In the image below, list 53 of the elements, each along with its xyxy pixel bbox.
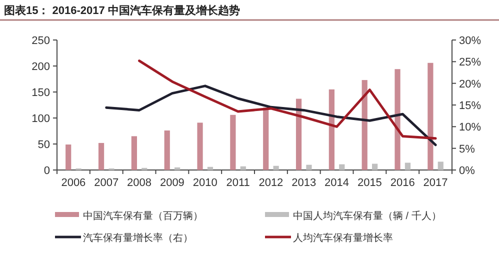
y2-tick-label: 20%	[459, 78, 482, 90]
x-tick-label: 2007	[94, 177, 119, 189]
y-tick-label: 200	[32, 61, 50, 73]
bar	[296, 98, 302, 170]
bar	[372, 164, 378, 170]
bar	[174, 167, 180, 170]
x-tick-label: 2013	[292, 177, 316, 189]
y2-tick-label: 5%	[459, 143, 476, 156]
bar	[306, 164, 312, 170]
bar	[131, 136, 137, 170]
bar	[428, 62, 434, 170]
bar	[339, 164, 345, 170]
bar	[230, 114, 236, 170]
legend-label: 人均汽车保有量增长率	[293, 232, 393, 244]
legend-label: 中国汽车保有量（百万辆）	[83, 210, 203, 222]
bar	[394, 69, 400, 170]
x-tick-label: 2010	[192, 177, 218, 189]
bar	[240, 166, 246, 170]
legend-label: 汽车保有量增长率（右）	[83, 232, 193, 244]
y2-tick-label: 0%	[459, 165, 476, 177]
chart-title: 图表15： 2016-2017 中国汽车保有量及增长趋势	[4, 4, 240, 17]
y-tick-label: 100	[32, 113, 50, 125]
bar	[362, 80, 368, 170]
bar	[164, 130, 170, 170]
y-tick-label: 250	[32, 35, 50, 47]
y2-tick-label: 15%	[459, 100, 482, 112]
bar	[263, 108, 269, 170]
legend-label: 中国人均汽车保有量（辆 / 千人）	[293, 210, 442, 222]
x-tick-label: 2016	[390, 177, 415, 189]
line-series	[138, 60, 437, 140]
x-tick-label: 2017	[423, 177, 448, 189]
x-tick-label: 2015	[357, 177, 382, 189]
y2-tick-label: 10%	[459, 122, 482, 134]
bar	[98, 142, 104, 170]
x-tick-label: 2009	[160, 177, 184, 189]
bar	[207, 166, 214, 170]
line-series	[105, 84, 437, 146]
x-tick-label: 2006	[61, 177, 86, 189]
y-tick-label: 50	[38, 139, 50, 151]
x-tick-label: 2008	[127, 177, 152, 189]
x-tick-label: 2012	[258, 177, 284, 189]
bar	[197, 122, 203, 170]
bar	[66, 144, 72, 170]
y2-tick-label: 25%	[459, 56, 482, 69]
y-tick-label: 0	[44, 165, 50, 177]
y2-tick-label: 30%	[459, 35, 482, 47]
x-tick-label: 2011	[226, 177, 250, 189]
x-tick-label: 2014	[324, 177, 350, 189]
bar	[404, 162, 411, 170]
bar	[328, 89, 334, 170]
bar	[438, 162, 444, 170]
y-tick-label: 150	[32, 87, 50, 99]
bar	[273, 166, 279, 170]
